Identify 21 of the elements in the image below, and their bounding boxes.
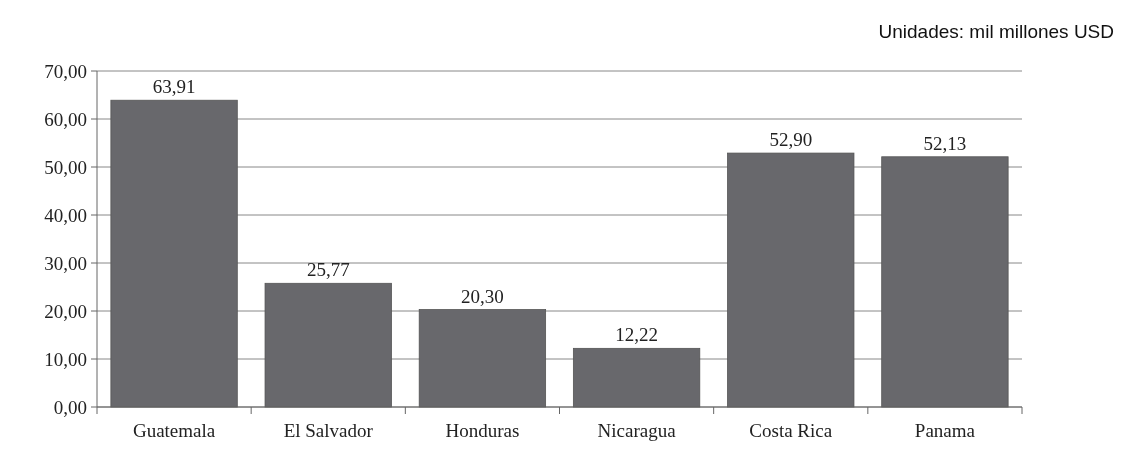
y-tick-label: 20,00 (44, 300, 87, 322)
x-tick-label: Panama (914, 420, 976, 441)
y-tick-label: 30,00 (44, 252, 87, 274)
x-tick-label: Nicaragua (597, 420, 677, 441)
data-label: 63,91 (152, 76, 196, 98)
data-label: 52,13 (923, 132, 967, 154)
data-label: 12,22 (615, 324, 658, 346)
x-tick-label: Costa Rica (749, 420, 833, 441)
x-tick-label: Honduras (445, 420, 520, 441)
x-tick-label: El Salvador (283, 420, 374, 441)
text: Unidades: mil millones USD (878, 21, 1114, 42)
y-tick-label: 0,00 (53, 396, 87, 418)
x-tick-label: Guatemala (132, 420, 216, 441)
y-tick-label: 70,00 (44, 60, 87, 82)
data-label: 20,30 (461, 285, 504, 307)
data-label: 52,90 (769, 129, 813, 151)
y-tick-label: 40,00 (44, 204, 87, 226)
y-tick-label: 50,00 (44, 156, 87, 178)
y-tick-label: 10,00 (44, 348, 87, 370)
y-tick-label: 60,00 (44, 108, 87, 130)
data-label: 25,77 (306, 259, 350, 281)
